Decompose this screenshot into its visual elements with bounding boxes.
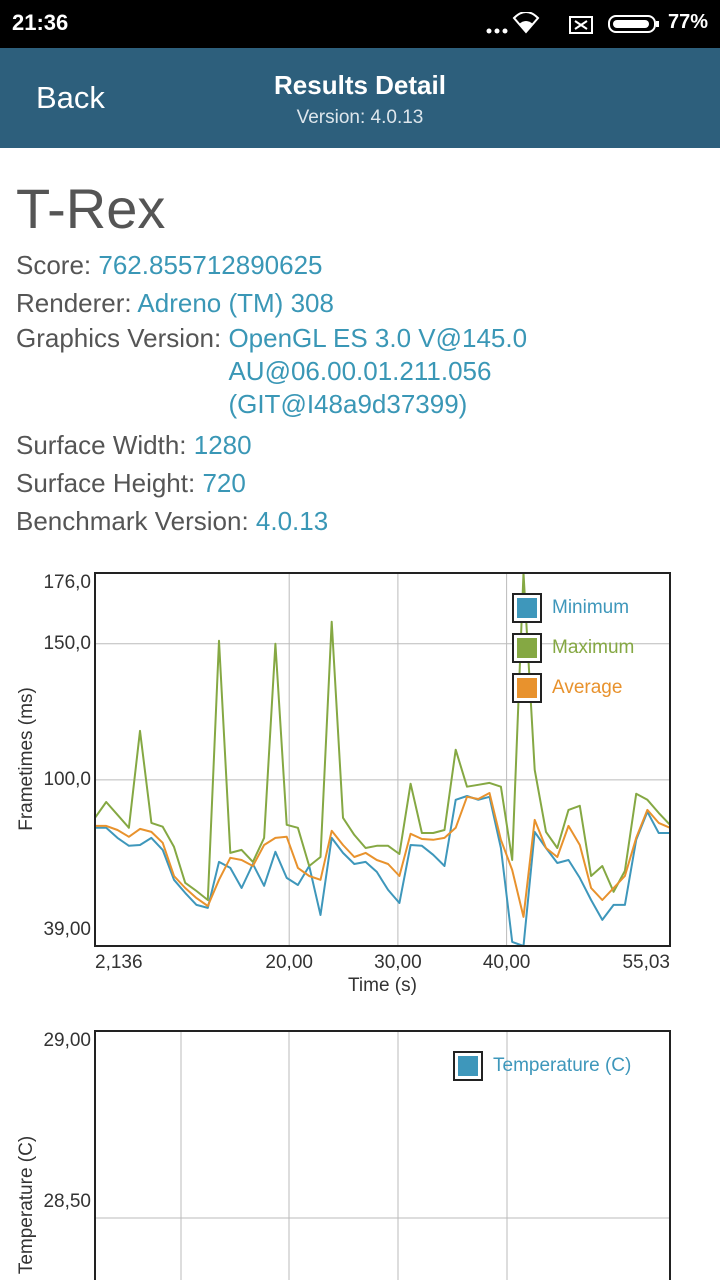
x-tick-label: 2,136 [95, 952, 143, 973]
detail-label: Benchmark Version: [16, 506, 249, 536]
detail-value: 4.0.13 [255, 506, 329, 536]
x-tick-label: 40,00 [483, 952, 531, 973]
legend-swatch [458, 1056, 478, 1076]
detail-label: Graphics Version: [16, 323, 222, 353]
detail-value: OpenGL ES 3.0 V@145.0 AU@06.00.01.211.056… [228, 322, 527, 421]
plot-border [94, 1030, 671, 1280]
value-line: OpenGL ES 3.0 V@145.0 [228, 323, 528, 353]
detail-row: Surface Width: 1280 [16, 430, 252, 461]
y-tick-label: 28,50 [43, 1191, 91, 1212]
detail-row: Score: 762.855712890625 [16, 250, 323, 281]
detail-row: Surface Height: 720 [16, 468, 246, 499]
value-line: AU@06.00.01.211.056 [228, 356, 492, 386]
x-axis-title: Time (s) [348, 975, 417, 996]
battery-icon [608, 15, 659, 33]
series-line [95, 795, 670, 947]
detail-label: Surface Width: [16, 430, 187, 460]
page-title: Results Detail [274, 70, 446, 100]
test-name: T-Rex [16, 177, 166, 240]
y-tick-label: 100,0 [43, 769, 91, 790]
legend-swatch [517, 638, 537, 658]
series-line [95, 792, 671, 918]
battery-level: 77% [667, 11, 708, 33]
plot-border [94, 572, 671, 947]
version: Version: 4.0.13 [296, 107, 424, 128]
series-line [94, 572, 671, 901]
legend-label: Minimum [552, 597, 629, 618]
legend-label: Temperature (C) [493, 1055, 631, 1076]
legend-label: Maximum [552, 637, 634, 658]
back-button[interactable]: Back [36, 80, 105, 115]
y-tick-label: 150,0 [43, 633, 91, 654]
detail-value: 1280 [193, 430, 252, 460]
legend-swatch [517, 678, 537, 698]
detail-row: Renderer: Adreno (TM) 308 [16, 288, 334, 319]
y-axis-title: Temperature (C) [16, 1136, 37, 1274]
detail-label: Renderer: [16, 288, 132, 318]
detail-row: Benchmark Version: 4.0.13 [16, 506, 328, 537]
detail-value: Adreno (TM) 308 [137, 288, 334, 318]
x-tick-label: 30,00 [374, 952, 422, 973]
detail-label: Score: [16, 250, 92, 280]
y-tick-label: 176,0 [43, 572, 91, 593]
clock: 21:36 [12, 10, 69, 35]
plot-area [95, 573, 670, 946]
detail-label: Surface Height: [16, 468, 196, 498]
status-icons [486, 12, 593, 34]
legend-swatch [517, 598, 537, 618]
app-bar: Back Results Detail Version: 4.0.13 [0, 48, 720, 148]
legend-label: Average [552, 677, 622, 698]
plot-area [95, 1031, 670, 1280]
y-tick-label: 29,00 [43, 1030, 91, 1051]
value-line: (GIT@I48a9d37399) [228, 389, 468, 419]
status-bar: 21:36 77% [0, 0, 720, 48]
x-tick-label: 20,00 [265, 952, 313, 973]
detail-row: Graphics Version: OpenGL ES 3.0 V@145.0 A… [16, 322, 527, 421]
y-tick-label: 39,00 [43, 919, 91, 940]
y-axis-title: Frametimes (ms) [16, 687, 37, 831]
x-tick-label: 55,03 [622, 952, 670, 973]
detail-value: 762.855712890625 [98, 250, 323, 280]
detail-value: 720 [202, 468, 246, 498]
